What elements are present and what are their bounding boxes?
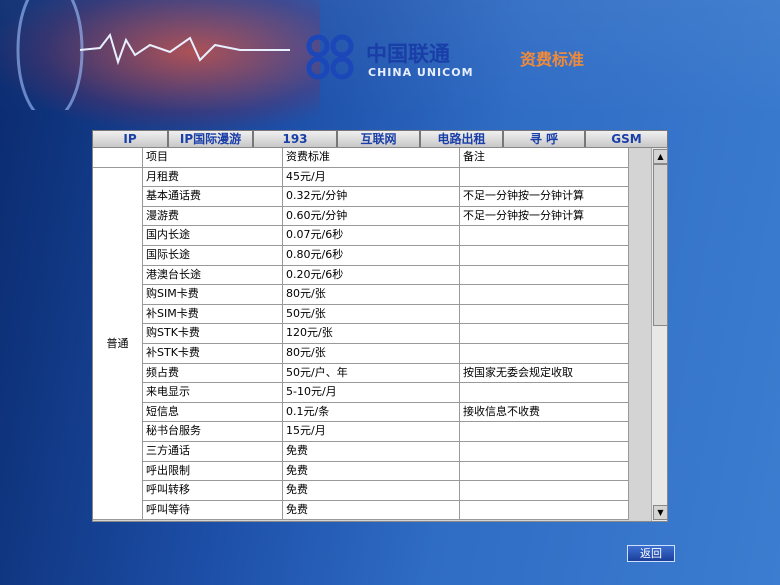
note-cell	[460, 324, 629, 344]
item-cell: 三方通话	[143, 442, 283, 462]
tab[interactable]: 193	[253, 130, 337, 147]
header-decoration	[16, 0, 290, 110]
header-band	[0, 0, 780, 115]
note-cell	[460, 422, 629, 442]
item-cell: 港澳台长途	[143, 265, 283, 286]
fee-cell: 0.20元/6秒	[283, 265, 460, 286]
item-cell: 补STK卡费	[143, 344, 283, 364]
note-cell: 接收信息不收费	[460, 402, 629, 423]
lens	[16, 0, 84, 110]
logo-mark	[306, 34, 354, 80]
item-cell: 呼叫等待	[143, 500, 283, 521]
back-button[interactable]: 返回	[627, 545, 675, 562]
scroll-up[interactable]: ▲	[653, 149, 667, 164]
fee-cell: 0.80元/6秒	[283, 246, 460, 266]
note-cell: 不足一分钟按一分钟计算	[460, 187, 629, 207]
item-cell: 短信息	[143, 402, 283, 423]
tab[interactable]: 电路出租	[420, 130, 503, 147]
item-cell: 呼出限制	[143, 461, 283, 482]
fee-cell: 0.1元/条	[283, 402, 460, 423]
item-cell: 国际长途	[143, 246, 283, 266]
table-panel: ▲ ▼ 项目 资费标准 备注普通 月租费 45元/月 基本通话费 0.32元/分钟 不足一分钟…	[92, 147, 668, 522]
note-cell	[460, 481, 629, 501]
tab[interactable]: GSM	[585, 130, 668, 147]
note-cell: 按国家无委会规定收取	[460, 363, 629, 384]
tab[interactable]: 寻 呼	[503, 130, 585, 147]
tab[interactable]: 互联网	[337, 130, 420, 147]
item-cell: 呼叫转移	[143, 481, 283, 501]
item-cell: 补SIM卡费	[143, 304, 283, 325]
logo-en: CHINA UNICOM	[368, 66, 474, 79]
item-cell: 月租费	[143, 167, 283, 188]
column-header: 资费标准	[283, 148, 460, 168]
note-cell	[460, 442, 629, 462]
fee-cell: 15元/月	[283, 422, 460, 442]
fee-cell: 免费	[283, 461, 460, 482]
item-cell: 来电显示	[143, 383, 283, 403]
item-cell: 基本通话费	[143, 187, 283, 207]
fee-cell: 80元/张	[283, 285, 460, 305]
item-cell: 秘书台服务	[143, 422, 283, 442]
fee-cell: 120元/张	[283, 324, 460, 344]
fee-cell: 免费	[283, 442, 460, 462]
item-cell: 购SIM卡费	[143, 285, 283, 305]
fee-cell: 5-10元/月	[283, 383, 460, 403]
fee-cell: 45元/月	[283, 167, 460, 188]
header-glow	[0, 0, 320, 130]
fee-cell: 免费	[283, 481, 460, 501]
item-cell: 购STK卡费	[143, 324, 283, 344]
fee-cell: 0.60元/分钟	[283, 206, 460, 227]
tab[interactable]: IP国际漫游	[168, 130, 253, 147]
fee-cell: 0.32元/分钟	[283, 187, 460, 207]
fee-cell: 80元/张	[283, 344, 460, 364]
page-title: 资费标准	[520, 50, 585, 69]
fee-cell: 50元/张	[283, 304, 460, 325]
note-cell	[460, 285, 629, 305]
column-header: 项目	[143, 148, 283, 168]
note-cell	[460, 265, 629, 286]
note-cell	[460, 226, 629, 246]
fee-cell: 0.07元/6秒	[283, 226, 460, 246]
fee-cell: 50元/户、年	[283, 363, 460, 384]
fee-cell: 免费	[283, 500, 460, 521]
column-header: 备注	[460, 148, 629, 168]
scroll-down[interactable]: ▼	[653, 505, 667, 520]
group-header-cell	[93, 148, 143, 168]
group-cell: 普通	[93, 167, 143, 521]
logo-cn: 中国联通	[366, 42, 450, 66]
note-cell	[460, 167, 629, 188]
note-cell: 不足一分钟按一分钟计算	[460, 206, 629, 227]
item-cell: 漫游费	[143, 206, 283, 227]
note-cell	[460, 500, 629, 521]
pulse-line	[79, 32, 290, 66]
note-cell	[460, 246, 629, 266]
scrollbar[interactable]: ▲ ▼	[651, 148, 667, 521]
item-cell: 国内长途	[143, 226, 283, 246]
note-cell	[460, 344, 629, 364]
note-cell	[460, 461, 629, 482]
tab[interactable]: IP	[92, 130, 168, 147]
note-cell	[460, 304, 629, 325]
item-cell: 频占费	[143, 363, 283, 384]
note-cell	[460, 383, 629, 403]
scroll-thumb[interactable]	[653, 164, 667, 326]
